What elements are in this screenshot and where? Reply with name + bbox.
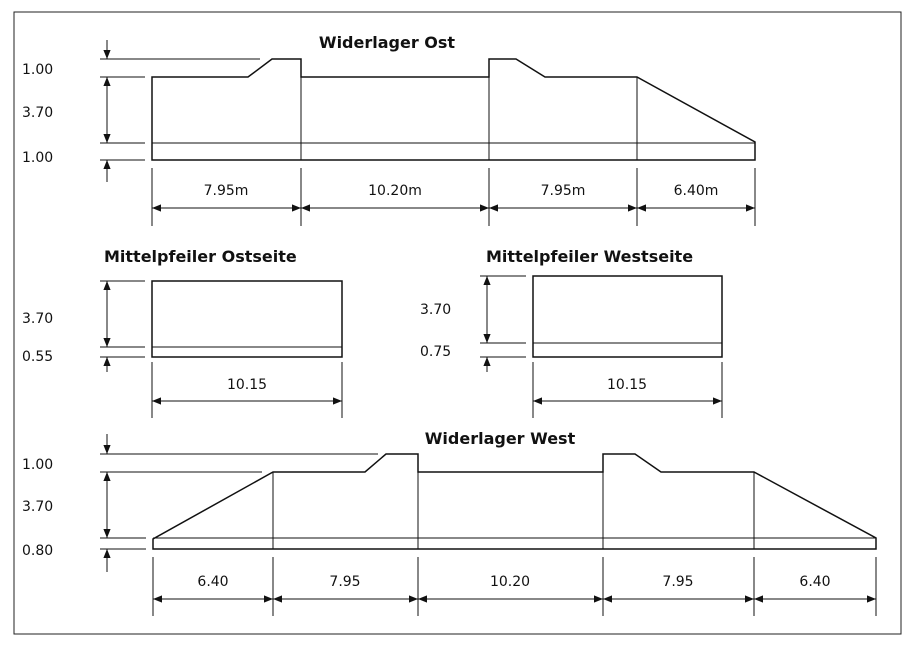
west-span-label: 7.95 bbox=[329, 574, 360, 590]
east-abutment-title: Widerlager Ost bbox=[319, 33, 456, 52]
west-span-label: 10.20 bbox=[490, 574, 530, 590]
east-height-dimension bbox=[100, 40, 260, 182]
pier-east-width-dimension bbox=[151, 362, 343, 418]
east-height-label: 1.00 bbox=[22, 150, 53, 166]
pier-east-outline bbox=[151, 280, 343, 358]
west-span-label: 6.40 bbox=[799, 574, 830, 590]
east-span-label: 7.95m bbox=[541, 183, 586, 199]
frame-border bbox=[13, 11, 902, 635]
east-span-label: 10.20m bbox=[368, 183, 422, 199]
west-abutment-outline bbox=[152, 453, 877, 550]
west-height-label: 1.00 bbox=[22, 457, 53, 473]
pier-west-title: Mittelpfeiler Westseite bbox=[486, 247, 693, 266]
west-height-label: 3.70 bbox=[22, 499, 53, 515]
pier-west-width-label: 10.15 bbox=[607, 377, 647, 393]
east-height-label: 3.70 bbox=[22, 105, 53, 121]
east-abutment-outline bbox=[151, 58, 756, 161]
pier-east-title: Mittelpfeiler Ostseite bbox=[104, 247, 297, 266]
pier-east-height-label: 3.70 bbox=[22, 311, 53, 327]
pier-west-outline bbox=[532, 275, 723, 358]
west-height-dimension bbox=[100, 434, 378, 572]
west-height-label: 0.80 bbox=[22, 543, 53, 559]
west-span-dimension bbox=[152, 557, 877, 616]
east-span-label: 6.40m bbox=[674, 183, 719, 199]
pier-west-width-dimension bbox=[532, 362, 723, 418]
pier-west-height-dimension bbox=[480, 275, 526, 372]
pier-east-width-label: 10.15 bbox=[227, 377, 267, 393]
pier-east-height-label: 0.55 bbox=[22, 349, 53, 365]
west-span-label: 7.95 bbox=[662, 574, 693, 590]
pier-west-height-label: 3.70 bbox=[420, 302, 451, 318]
east-span-label: 7.95m bbox=[204, 183, 249, 199]
west-span-label: 6.40 bbox=[197, 574, 228, 590]
east-span-dimension bbox=[151, 168, 756, 226]
west-abutment-title: Widerlager West bbox=[425, 429, 576, 448]
pier-west-height-label: 0.75 bbox=[420, 344, 451, 360]
east-height-label: 1.00 bbox=[22, 62, 53, 78]
pier-east-height-dimension bbox=[100, 280, 145, 372]
